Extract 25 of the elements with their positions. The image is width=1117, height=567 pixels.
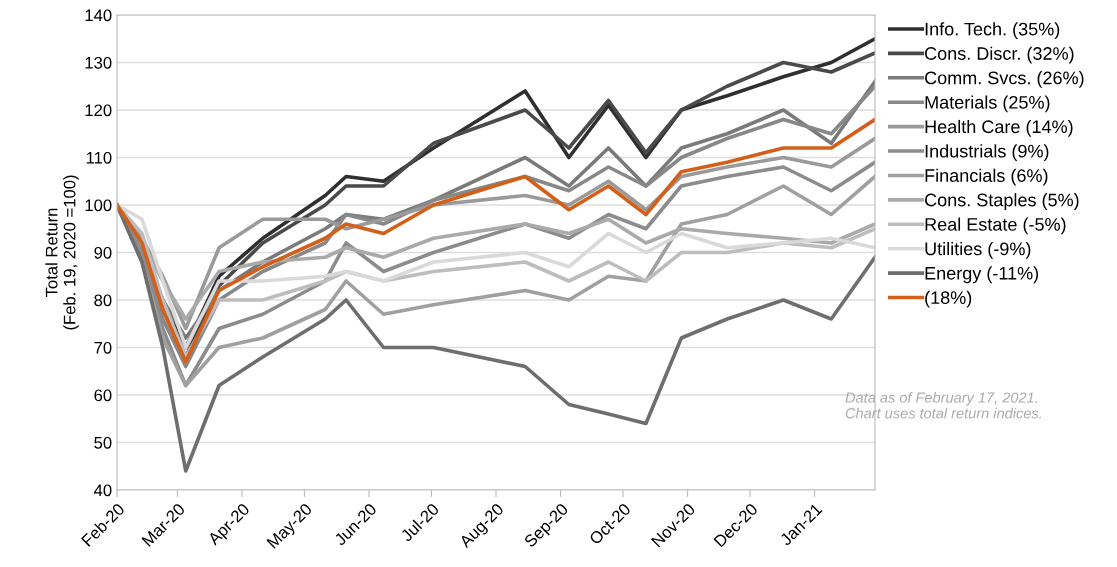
y-tick-label: 40 (93, 484, 112, 497)
legend-label: Real Estate (-5%) (925, 217, 1066, 235)
annotation: Data as of February 17, 2021. Chart uses total return indices. (845, 392, 1041, 419)
y-tick-label: 120 (85, 104, 112, 117)
legend-label: Comm. Svcs. (26%) (925, 71, 1084, 88)
legend-label: Health Care (14%) (925, 119, 1073, 137)
y-tick-label: 110 (86, 151, 112, 164)
legend-label: Utilities (-9%) (925, 241, 1031, 259)
legend-label: Cons. Staples (5%) (925, 193, 1079, 210)
y-tick-label: 100 (85, 199, 112, 212)
legend-label: Energy (-11%) (925, 266, 1039, 284)
y-tick-label: 60 (94, 389, 112, 402)
y-tick-label: 70 (94, 341, 112, 354)
legend-label: Materials (25%) (925, 95, 1050, 113)
y-tick-label: 90 (94, 246, 112, 259)
y-axis-title: Total Return (Feb. 19, 2020 =100) (45, 175, 79, 330)
y-tick-label: 50 (94, 436, 112, 449)
y-tick-label: 130 (85, 56, 112, 69)
legend-label: (18%) (925, 290, 972, 308)
legend-label: Cons. Discr. (32%) (925, 46, 1074, 64)
y-tick-label: 80 (94, 294, 112, 307)
legend-label: Financials (6%) (925, 168, 1048, 186)
y-tick-label: 140 (85, 9, 112, 22)
legend-label: Industrials (9%) (925, 144, 1049, 162)
legend-label: Info. Tech. (35%) (925, 22, 1060, 40)
